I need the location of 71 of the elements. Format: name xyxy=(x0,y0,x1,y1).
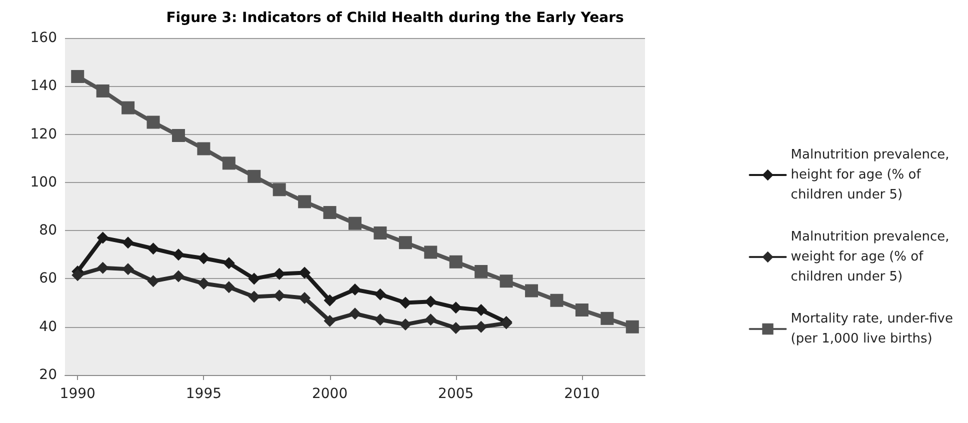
point xyxy=(122,236,134,249)
legend-label: Malnutrition prevalence, weight for age (% of children under 5) xyxy=(790,230,950,284)
y-tick-label: 20 xyxy=(39,367,57,383)
point xyxy=(450,302,462,314)
point xyxy=(298,266,311,279)
point xyxy=(298,195,312,208)
point xyxy=(424,296,437,308)
point xyxy=(575,304,588,317)
point xyxy=(222,281,235,294)
point xyxy=(72,269,84,282)
point xyxy=(96,262,109,274)
point xyxy=(348,216,362,230)
point xyxy=(398,236,412,250)
x-tick-label: 1995 xyxy=(186,386,222,402)
point xyxy=(449,255,462,268)
y-tick-label: 140 xyxy=(30,78,57,94)
y-tick-label: 100 xyxy=(30,174,57,190)
point xyxy=(197,142,210,156)
legend-label: Mortality rate, under-five (per 1,000 live births) xyxy=(790,312,954,346)
y-tick-label: 60 xyxy=(39,270,57,287)
point xyxy=(172,248,184,261)
y-tick-label: 120 xyxy=(30,126,57,142)
point xyxy=(147,275,160,288)
point xyxy=(374,226,387,240)
point xyxy=(424,246,438,259)
point xyxy=(450,322,462,334)
x-tick-label: 2005 xyxy=(438,386,474,402)
point xyxy=(71,70,84,84)
point xyxy=(198,278,210,290)
point xyxy=(475,304,488,316)
point xyxy=(474,264,488,278)
point xyxy=(600,312,614,325)
point xyxy=(96,232,109,244)
point xyxy=(550,294,564,307)
point xyxy=(324,314,336,327)
point xyxy=(525,284,538,298)
point xyxy=(122,101,135,114)
point xyxy=(399,296,412,309)
point xyxy=(349,308,361,320)
point xyxy=(374,288,386,300)
point xyxy=(272,183,286,196)
y-tick-label: 80 xyxy=(39,222,57,239)
point xyxy=(198,252,210,264)
point xyxy=(146,116,160,129)
x-tick-label: 1990 xyxy=(60,386,96,402)
point xyxy=(172,128,185,142)
point xyxy=(323,206,336,220)
x-tick-label: 2010 xyxy=(564,386,600,402)
point xyxy=(172,270,184,282)
x-tick-label: 2000 xyxy=(312,386,348,402)
point xyxy=(147,242,160,255)
point xyxy=(475,320,488,333)
point xyxy=(273,268,286,280)
point xyxy=(374,314,386,326)
point xyxy=(399,318,412,330)
point xyxy=(626,320,639,334)
point xyxy=(122,263,134,276)
point xyxy=(222,156,236,170)
point xyxy=(248,272,260,285)
y-tick-label: 40 xyxy=(39,318,57,335)
point xyxy=(349,284,361,296)
point xyxy=(500,274,513,288)
legend-label: Malnutrition prevalence, height for age (% of children under 5) xyxy=(790,148,950,202)
point xyxy=(298,292,311,304)
point xyxy=(96,84,110,98)
y-tick-label: 160 xyxy=(30,30,57,46)
point xyxy=(324,294,336,306)
point xyxy=(424,314,437,326)
point xyxy=(248,170,261,183)
point xyxy=(222,257,235,270)
chart-title: Figure 3: Indicators of Child Health during the Early Years xyxy=(166,10,624,26)
